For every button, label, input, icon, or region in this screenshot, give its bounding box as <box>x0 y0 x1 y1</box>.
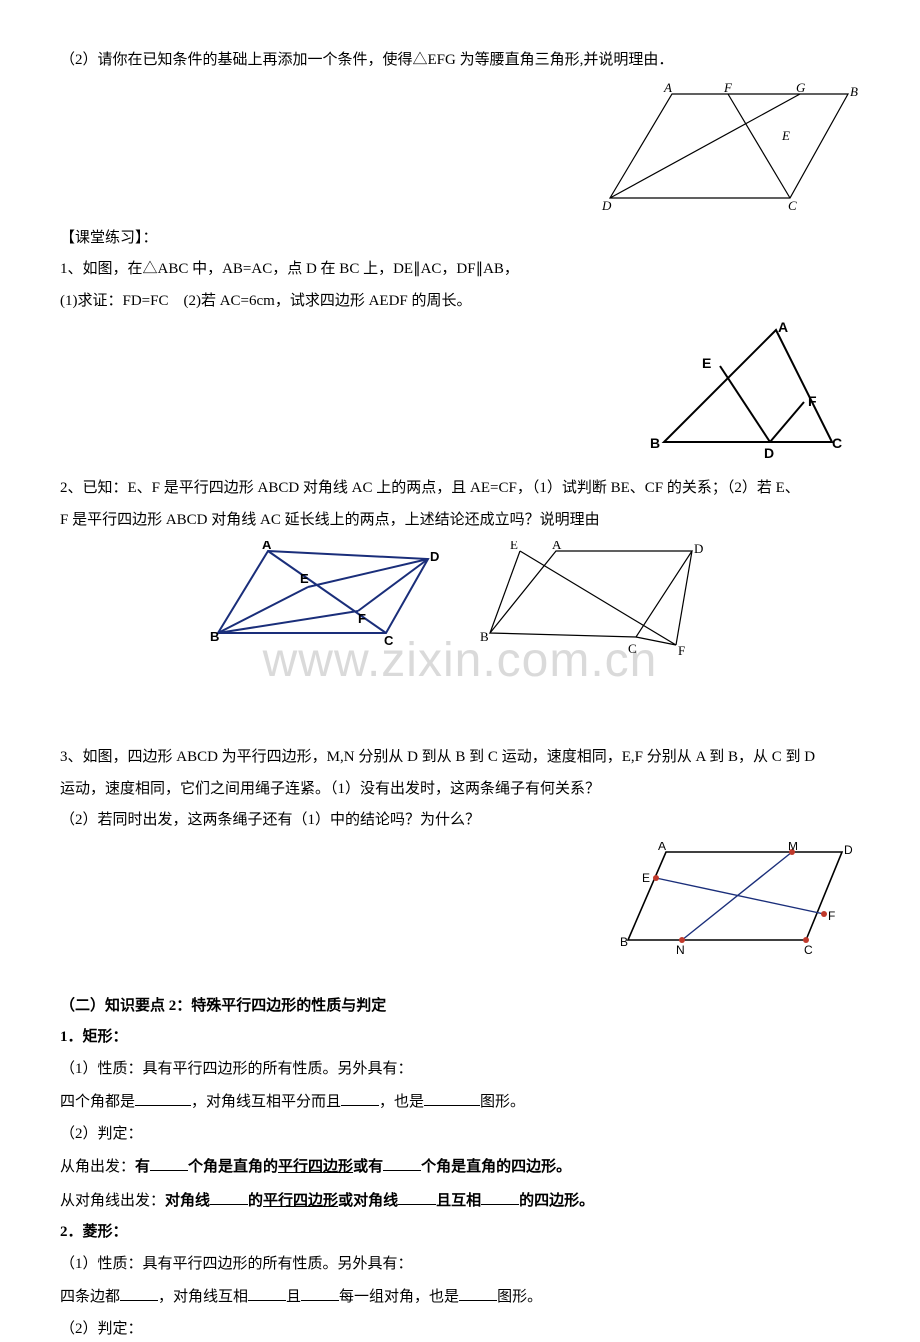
svg-text:C: C <box>804 943 813 957</box>
rect-j1c: 个角是直角的 <box>188 1159 278 1175</box>
rect-p2: 四个角都是 ，对角线互相平分而且 ，也是 图形。 <box>60 1088 860 1116</box>
q1-figure: A F G B E D C <box>600 82 860 212</box>
p2-figure1: A D B C E F <box>210 541 440 651</box>
rect-j2d: 平行四边形 <box>263 1193 338 1209</box>
blank <box>135 1088 191 1106</box>
rect-p1: （1）性质：具有平行四边形的所有性质。另外具有： <box>60 1057 860 1083</box>
svg-text:D: D <box>430 549 439 564</box>
svg-text:B: B <box>210 629 219 644</box>
blank <box>341 1088 379 1106</box>
rect-j2f: 且互相 <box>436 1193 481 1209</box>
svg-text:C: C <box>832 435 842 451</box>
svg-text:E: E <box>642 871 650 885</box>
q1-figure-row: A F G B E D C <box>60 82 860 212</box>
rhom-p1: （1）性质：具有平行四边形的所有性质。另外具有： <box>60 1252 860 1278</box>
p3-line2: 运动，速度相同，它们之间用绳子连紧。（1）没有出发时，这两条绳子有何关系？ <box>60 777 860 803</box>
svg-text:A: A <box>552 541 562 552</box>
svg-text:E: E <box>510 541 518 552</box>
rect-j2a: 从对角线出发： <box>60 1193 165 1209</box>
svg-text:F: F <box>358 611 366 626</box>
blank <box>248 1283 286 1301</box>
p3-figure: A M D E F B N C <box>620 842 860 958</box>
svg-text:G: G <box>796 82 806 95</box>
kp2-title: （二）知识要点 2：特殊平行四边形的性质与判定 <box>60 994 860 1020</box>
p2-figure2: A D B C E F <box>480 541 710 661</box>
rect-j2c: 的 <box>248 1193 263 1209</box>
p3-figure-row: A M D E F B N C <box>60 842 860 958</box>
rect-p2d: 图形。 <box>480 1094 525 1110</box>
svg-text:B: B <box>850 84 858 99</box>
blank <box>150 1153 188 1171</box>
p1-figure-row: A E F B D C <box>60 322 860 462</box>
rect-j1b: 有 <box>135 1159 150 1175</box>
blank <box>424 1088 480 1106</box>
p1-line2: (1)求证：FD=FC (2)若 AC=6cm，试求四边形 AEDF 的周长。 <box>60 289 860 315</box>
rhom-p2b: ，对角线互相 <box>158 1289 248 1305</box>
rhom-title: 2．菱形： <box>60 1220 860 1246</box>
svg-text:A: A <box>658 842 666 853</box>
rect-title: 1．矩形： <box>60 1025 860 1051</box>
svg-text:B: B <box>480 629 489 644</box>
svg-text:E: E <box>300 571 309 586</box>
p2-line2: F 是平行四边形 ABCD 对角线 AC 延长线上的两点，上述结论还成立吗？说明… <box>60 508 860 534</box>
rect-p3: （2）判定： <box>60 1122 860 1148</box>
svg-text:B: B <box>650 435 660 451</box>
svg-text:D: D <box>764 445 774 461</box>
svg-text:B: B <box>620 935 628 949</box>
rect-j2b: 对角线 <box>165 1193 210 1209</box>
blank <box>459 1283 497 1301</box>
svg-text:A: A <box>778 322 788 335</box>
rhom-p2a: 四条边都 <box>60 1289 120 1305</box>
p2-line1: 2、已知：E、F 是平行四边形 ABCD 对角线 AC 上的两点，且 AE=CF… <box>60 476 860 502</box>
rect-j2g: 的四边形。 <box>519 1193 594 1209</box>
rect-j1f: 个角是直角的四边形。 <box>421 1159 571 1175</box>
svg-text:N: N <box>676 943 685 957</box>
p3-line1: 3、如图，四边形 ABCD 为平行四边形，M,N 分别从 D 到从 B 到 C … <box>60 745 860 771</box>
p2-figures: A D B C E F A D B C E F <box>60 541 860 661</box>
rect-j1a: 从角出发： <box>60 1159 135 1175</box>
blank <box>210 1187 248 1205</box>
svg-text:D: D <box>601 198 612 212</box>
rect-p2a: 四个角都是 <box>60 1094 135 1110</box>
rhom-p2: 四条边都 ，对角线互相 且 每一组对角，也是 图形。 <box>60 1283 860 1311</box>
svg-text:D: D <box>694 541 703 556</box>
svg-text:E: E <box>702 355 711 371</box>
rhom-p3: （2）判定： <box>60 1317 860 1342</box>
svg-text:C: C <box>788 198 797 212</box>
rect-j1: 从角出发：有 个角是直角的平行四边形或有 个角是直角的四边形。 <box>60 1153 860 1181</box>
rhom-p2c: 且 <box>286 1289 301 1305</box>
svg-text:F: F <box>678 643 685 658</box>
blank <box>481 1187 519 1205</box>
p3-line3: （2）若同时出发，这两条绳子还有（1）中的结论吗？为什么？ <box>60 808 860 834</box>
document-content: （2）请你在已知条件的基础上再添加一个条件，使得△EFG 为等腰直角三角形,并说… <box>60 48 860 1342</box>
svg-text:D: D <box>844 843 853 857</box>
rect-j2: 从对角线出发：对角线 的平行四边形或对角线 且互相 的四边形。 <box>60 1187 860 1215</box>
blank <box>398 1187 436 1205</box>
rhom-p2e: 图形。 <box>497 1289 542 1305</box>
exercise-title: 【课堂练习】： <box>60 226 860 252</box>
svg-text:F: F <box>723 82 733 95</box>
svg-text:M: M <box>788 842 798 853</box>
rect-j2e: 或对角线 <box>338 1193 398 1209</box>
rect-p2c: ，也是 <box>379 1094 424 1110</box>
svg-text:F: F <box>828 909 835 923</box>
blank <box>383 1153 421 1171</box>
p1-figure: A E F B D C <box>640 322 860 462</box>
rect-p2b: ，对角线互相平分而且 <box>191 1094 341 1110</box>
svg-text:C: C <box>628 641 637 656</box>
svg-text:A: A <box>262 541 272 552</box>
svg-text:F: F <box>808 393 817 409</box>
rect-j1d: 平行四边形 <box>278 1159 353 1175</box>
blank <box>301 1283 339 1301</box>
q1-text: （2）请你在已知条件的基础上再添加一个条件，使得△EFG 为等腰直角三角形,并说… <box>60 48 860 74</box>
svg-text:A: A <box>663 82 672 95</box>
rect-j1e: 或有 <box>353 1159 383 1175</box>
svg-text:E: E <box>781 128 790 143</box>
svg-text:C: C <box>384 633 394 648</box>
rhom-p2d: 每一组对角，也是 <box>339 1289 459 1305</box>
p1-line1: 1、如图，在△ABC 中，AB=AC，点 D 在 BC 上，DE∥AC，DF∥A… <box>60 257 860 283</box>
blank <box>120 1283 158 1301</box>
